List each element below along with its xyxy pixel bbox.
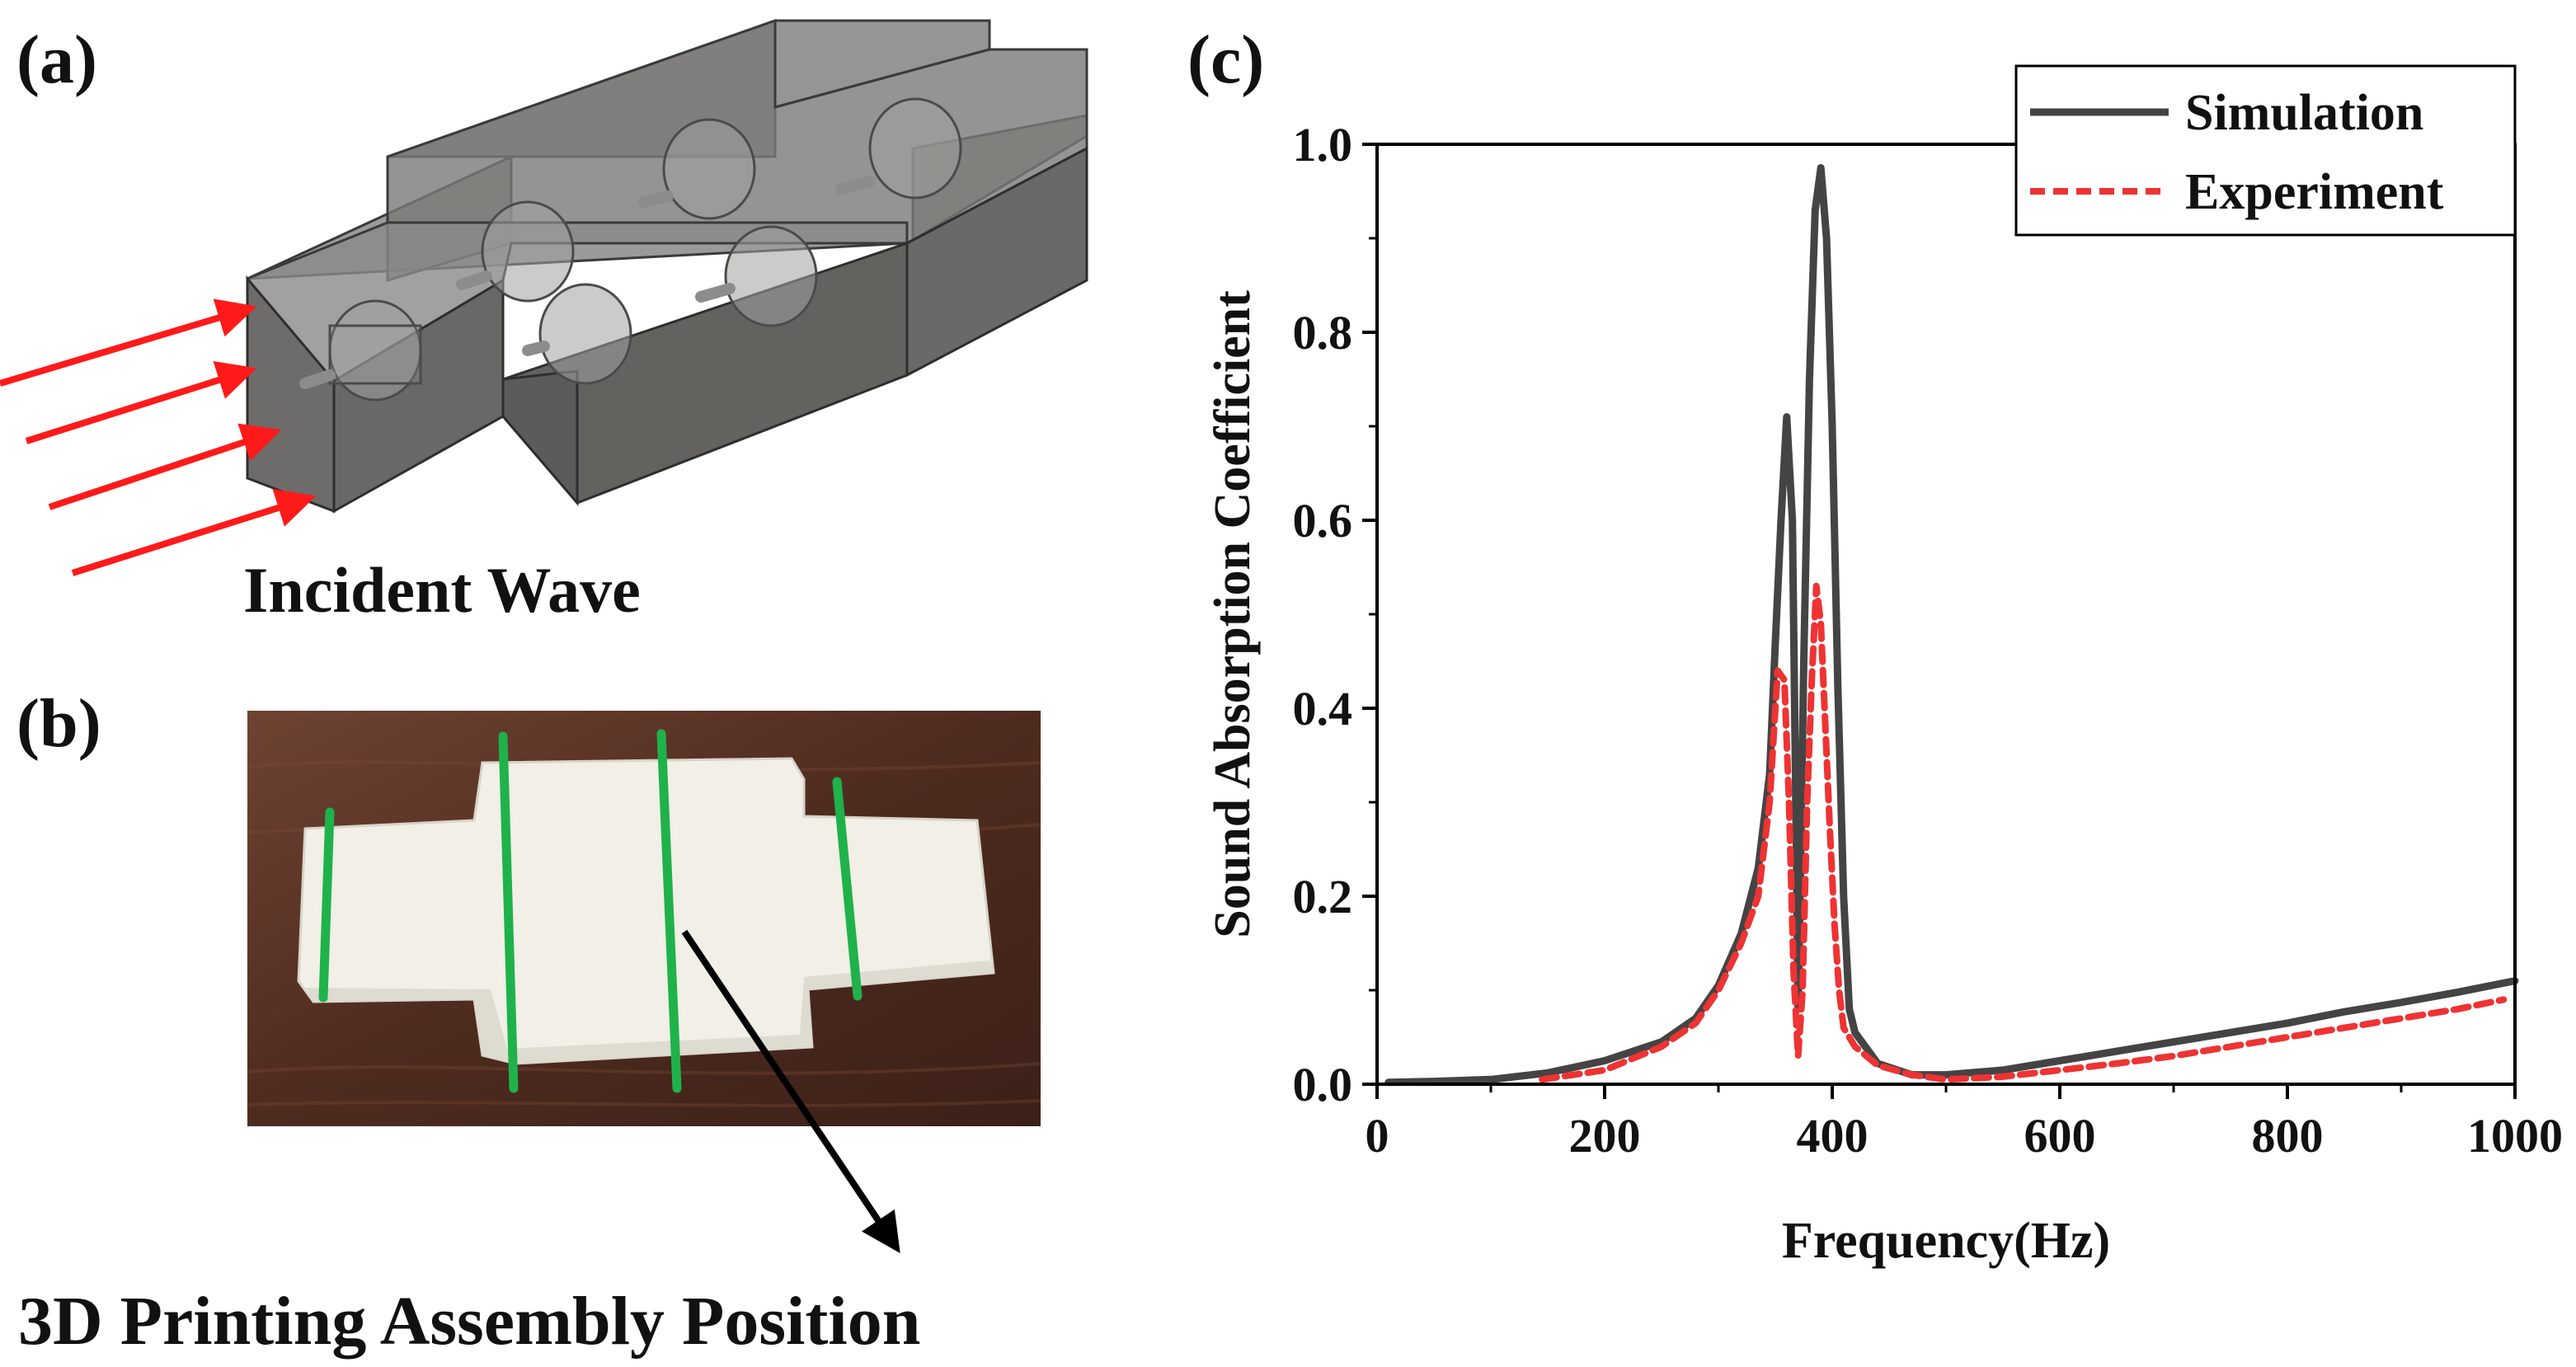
legend: Simulation Experiment (2014, 64, 2517, 237)
series-line-experiment (1539, 582, 2508, 1083)
x-axis-label: Frequency(Hz) (1782, 1213, 2110, 1269)
model-front-face-step (501, 369, 579, 507)
incident-arrow-1 (0, 298, 257, 387)
y-tick-label: 0.6 (1293, 494, 1353, 547)
resonator-model-illustration (246, 18, 1088, 514)
y-axis-label: Sound Absorption Coefficient (1205, 290, 1261, 938)
x-tick-label: 0 (1366, 1109, 1389, 1163)
plot-lines (1384, 164, 2519, 1087)
y-tick-label: 1.0 (1293, 118, 1353, 171)
y-tick-label: 0.0 (1293, 1058, 1353, 1111)
panel-c-label: (c) (1187, 21, 1264, 98)
panel-a-label: (a) (16, 21, 97, 98)
panel-a: (a) (0, 18, 1088, 626)
plot-frame (1375, 143, 2517, 1086)
assembly-line-2 (498, 731, 519, 1093)
incident-arrow-2 (25, 361, 257, 444)
absorption-chart: 0 200 400 600 800 1000 0.0 0.2 0.4 0.6 0.8 1.0 Fre… (1205, 64, 2563, 1269)
connecting-rods (299, 176, 876, 389)
cylinder-2 (481, 200, 575, 303)
panel-c: (c) 0 200 400 600 800 1000 0.0 0.2 0.4 0.6 0.8 1.0… (1187, 21, 2563, 1269)
legend-box (2014, 64, 2517, 237)
panel-b-label: (b) (16, 685, 101, 762)
assembly-line-3 (656, 729, 682, 1093)
y-tick-label: 0.8 (1293, 306, 1353, 359)
incident-arrow-3 (48, 423, 282, 510)
printed-part-side-shade (298, 961, 994, 1064)
cylinder-3 (538, 283, 632, 385)
panel-b: (b) 3D Printing Assembly Position (16, 685, 1041, 1360)
cylinder-5 (724, 225, 818, 327)
y-tick-label: 0.2 (1293, 870, 1353, 923)
printed-sample-photo (247, 711, 1041, 1126)
x-tick-label: 600 (2024, 1109, 2096, 1163)
legend-label-simulation: Simulation (2185, 85, 2423, 141)
assembly-pointer-arrow (681, 929, 900, 1253)
x-tick-label: 200 (1569, 1109, 1641, 1163)
assembly-position-caption: 3D Printing Assembly Position (18, 1283, 920, 1360)
series-line-simulation (1384, 164, 2519, 1087)
cylinder-1 (328, 299, 422, 402)
assembly-line-1 (318, 807, 335, 1003)
x-tick-label: 800 (2252, 1109, 2324, 1163)
incident-arrow-4 (71, 488, 317, 576)
x-tick-label: 400 (1797, 1109, 1869, 1163)
assembly-position-lines (318, 729, 863, 1093)
legend-label-experiment: Experiment (2185, 164, 2444, 220)
y-tick-label: 0.4 (1293, 682, 1353, 735)
y-axis-ticks: 0.0 0.2 0.4 0.6 0.8 1.0 (1293, 118, 1377, 1111)
incident-wave-caption: Incident Wave (243, 554, 641, 626)
x-axis-ticks: 0 200 400 600 800 1000 (1366, 1084, 2563, 1163)
model-front-face-right (905, 146, 1088, 378)
incident-wave-arrows (0, 298, 317, 576)
x-tick-label: 1000 (2467, 1109, 2563, 1163)
cylinder-6 (868, 97, 962, 200)
cylinder-4 (662, 118, 756, 220)
assembly-line-4 (832, 777, 863, 1001)
